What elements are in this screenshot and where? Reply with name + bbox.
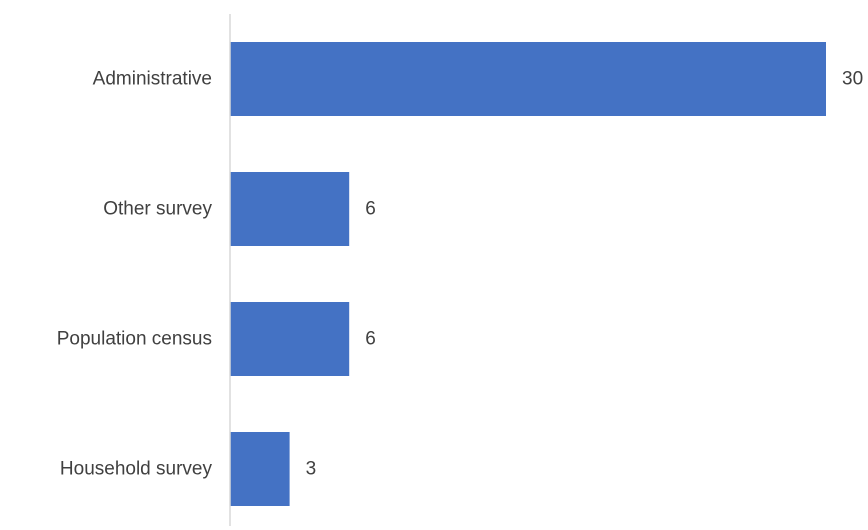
value-label: 30 [842, 69, 863, 90]
category-label: Other survey [103, 199, 212, 220]
labels-layer: Administrative 30 Other survey 6 Population … [57, 69, 863, 480]
category-label: Administrative [93, 69, 212, 90]
category-label: Population census [57, 329, 212, 350]
bar-household-survey [230, 432, 290, 506]
bar-other-survey [230, 172, 350, 246]
value-label: 3 [306, 459, 317, 480]
bar-population-census [230, 302, 350, 376]
value-label: 6 [365, 329, 376, 350]
bar-administrative [230, 42, 826, 116]
bars-layer [230, 42, 826, 506]
value-label: 6 [365, 199, 376, 220]
category-label: Household survey [60, 459, 213, 480]
